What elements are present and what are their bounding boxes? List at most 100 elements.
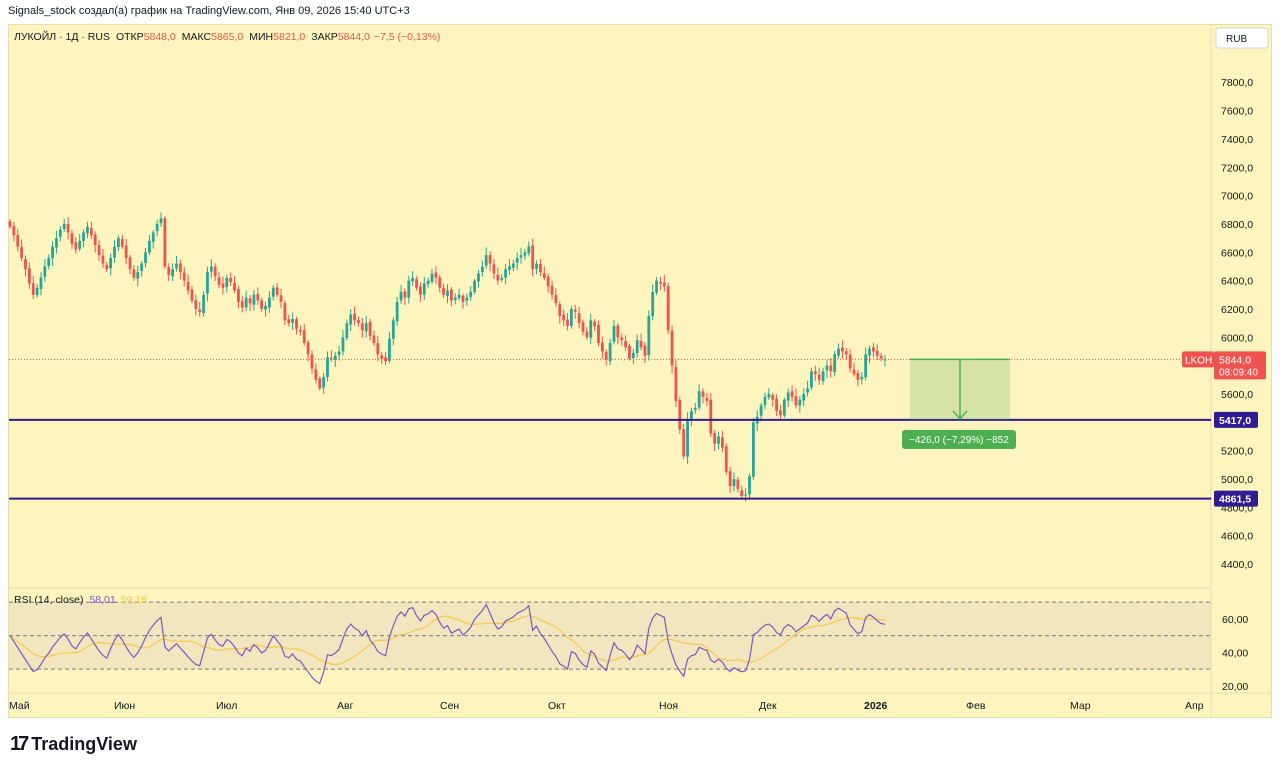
candle-body bbox=[364, 323, 368, 332]
candle-body bbox=[368, 321, 372, 336]
candle-body bbox=[39, 277, 43, 289]
candle-body bbox=[844, 351, 848, 355]
candle-body bbox=[399, 291, 403, 301]
time-tick-label: Фев bbox=[966, 700, 986, 712]
candle-body bbox=[182, 272, 186, 281]
candle-body bbox=[132, 269, 136, 278]
candle-body bbox=[682, 429, 686, 457]
candle-body bbox=[422, 283, 426, 295]
candle-body bbox=[639, 340, 643, 348]
candle-body bbox=[384, 357, 387, 362]
time-tick-label: Мар bbox=[1070, 700, 1091, 712]
candle-body bbox=[720, 437, 724, 448]
candle-body bbox=[744, 494, 748, 496]
candle-body bbox=[480, 266, 484, 273]
tradingview-logo-icon: 17 bbox=[10, 733, 29, 755]
last-price-tag bbox=[1214, 351, 1266, 380]
candle-body bbox=[821, 371, 825, 382]
time-tick-label: Авг bbox=[337, 700, 354, 712]
candle-body bbox=[608, 342, 612, 362]
candle-body bbox=[573, 309, 577, 312]
candle-body bbox=[70, 233, 74, 244]
candle-body bbox=[666, 286, 670, 331]
candle-body bbox=[852, 369, 856, 375]
candle-body bbox=[631, 352, 635, 358]
candle-body bbox=[341, 337, 345, 352]
candle-body bbox=[237, 289, 240, 302]
level-price-tag bbox=[1214, 490, 1258, 507]
rsi-value: 58,01 bbox=[89, 594, 115, 606]
candle-body bbox=[697, 391, 701, 408]
candle-body bbox=[434, 272, 438, 278]
candle-body bbox=[794, 396, 798, 406]
candle-body bbox=[357, 320, 360, 324]
time-tick-label: Дек bbox=[759, 700, 777, 712]
candle-body bbox=[566, 319, 569, 326]
candle-body bbox=[190, 289, 194, 301]
candle-body bbox=[693, 408, 697, 410]
candle-body bbox=[786, 392, 790, 401]
candle-body bbox=[159, 218, 163, 224]
candle-body bbox=[469, 291, 473, 298]
candle-body bbox=[380, 355, 384, 359]
candle-body bbox=[291, 318, 295, 323]
candle-body bbox=[147, 240, 151, 253]
candle-body bbox=[403, 291, 407, 298]
candle-body bbox=[86, 226, 89, 234]
candle-body bbox=[442, 288, 446, 295]
candle-body bbox=[779, 410, 782, 416]
candle-body bbox=[612, 325, 616, 342]
candle-body bbox=[759, 405, 763, 416]
candle-body bbox=[144, 252, 147, 264]
tradingview-brand: TradingView bbox=[31, 734, 137, 754]
candle-body bbox=[589, 320, 593, 338]
candle-body bbox=[713, 433, 717, 444]
rsi-band-fill bbox=[9, 602, 1211, 670]
rsi-title: RSI (14, close) bbox=[14, 594, 83, 606]
candle-body bbox=[140, 263, 144, 271]
candle-body bbox=[802, 393, 806, 401]
candle-body bbox=[736, 479, 740, 489]
candle-body bbox=[492, 264, 496, 274]
candle-body bbox=[871, 347, 875, 352]
candle-body bbox=[186, 281, 190, 291]
legend-symbol: ЛУКОЙЛ · 1Д · RUS bbox=[14, 30, 110, 43]
candle-body bbox=[407, 280, 411, 298]
candle-body bbox=[295, 319, 298, 329]
candle-body bbox=[511, 263, 515, 268]
candle-body bbox=[477, 273, 480, 282]
currency-label: RUB bbox=[1226, 34, 1247, 45]
candle-body bbox=[701, 391, 705, 397]
candle-body bbox=[43, 266, 47, 277]
level-price-label: 5417,0 bbox=[1219, 415, 1251, 427]
ticker-tag bbox=[1182, 351, 1214, 368]
price-tick-label: 7200,0 bbox=[1221, 162, 1253, 174]
candle-body bbox=[484, 255, 488, 266]
time-tick-label: Сен bbox=[440, 700, 459, 712]
candle-body bbox=[678, 400, 682, 430]
candle-body bbox=[790, 391, 794, 397]
candle-body bbox=[558, 304, 562, 317]
price-tick-label: 4400,0 bbox=[1221, 559, 1253, 571]
legend-low-label: МИН bbox=[249, 31, 273, 43]
candle-body bbox=[248, 298, 252, 304]
price-tick-label: 6600,0 bbox=[1221, 247, 1253, 259]
candle-body bbox=[508, 266, 511, 270]
level-price-label: 4861,5 bbox=[1219, 494, 1251, 506]
measure-label-box bbox=[902, 430, 1016, 449]
candle-body bbox=[523, 252, 527, 256]
candle-body bbox=[391, 320, 395, 339]
candle-body bbox=[837, 348, 840, 356]
candle-body bbox=[833, 354, 837, 372]
tradingview-logo[interactable]: 17 TradingView bbox=[10, 733, 137, 756]
candle-body bbox=[136, 272, 140, 279]
candle-body bbox=[593, 321, 597, 326]
candle-body bbox=[806, 388, 809, 393]
candle-body bbox=[395, 301, 399, 322]
candle-body bbox=[690, 410, 693, 421]
candle-body bbox=[488, 255, 492, 264]
candle-body bbox=[213, 266, 217, 277]
time-tick-label: Окт bbox=[548, 700, 566, 712]
candle-body bbox=[27, 268, 31, 284]
